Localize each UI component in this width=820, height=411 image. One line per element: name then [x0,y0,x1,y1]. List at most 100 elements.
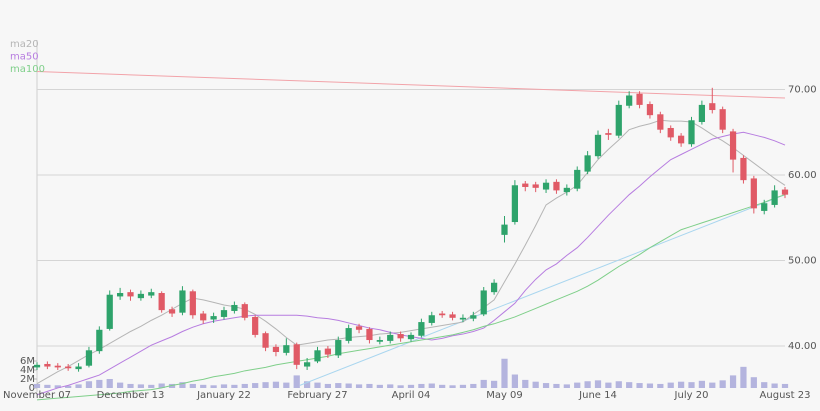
y-tick-label: 60.00 [788,170,817,181]
candle-body [418,322,425,336]
candle-body [200,313,207,321]
candle-body [397,334,404,339]
volume-bar [397,385,404,388]
candle-body [439,313,446,316]
volume-bar [407,384,415,388]
volume-bar [563,384,570,388]
volume-bar [345,383,352,388]
volume-bar [418,383,425,388]
x-tick-label: November 07 [3,390,71,401]
volume-bar [116,382,124,388]
trendline [36,71,786,99]
volume-bar [158,383,165,388]
x-tick-label: July 20 [674,390,709,401]
candle-body [709,103,716,111]
volume-bar [490,380,498,388]
volume-bar [626,382,633,388]
x-tick-label: January 22 [196,390,251,401]
volume-bar [428,383,435,388]
volume-bar [387,384,394,388]
volume-bar [781,383,789,388]
candle-body [740,157,747,181]
candle-body [449,314,456,318]
legend-entry: ma100 [10,64,45,75]
volume-bar [511,374,519,388]
volume-bar [96,379,103,388]
candle-body [85,350,93,366]
candle-body [480,290,487,315]
candle-body [252,316,259,335]
volume-bar [698,380,706,388]
candle-body [262,333,269,348]
candle-body [231,304,238,311]
volume-bar [522,379,529,388]
volume-tick-label: 2M [20,374,35,385]
legend-entry: ma20 [10,39,39,50]
volume-bar [771,383,778,388]
volume-bar [542,383,550,388]
candle-body [761,203,768,211]
x-tick-label: April 04 [392,390,431,401]
candle-body [220,310,228,317]
candle-body [646,104,654,116]
candle-body [137,293,145,299]
volume-tick-label: 0 [29,383,35,394]
volume-bar [740,366,747,388]
volume-bar [241,383,248,388]
candle-body [407,334,415,340]
volume-bar [189,383,196,388]
candle-body [168,309,176,314]
candle-body [615,104,622,136]
candle-body [75,366,82,370]
candle-body [542,182,550,190]
volume-bar [283,382,290,388]
volume-bar [231,384,238,388]
x-tick-label: February 27 [287,390,347,401]
candle-body [511,185,519,223]
volume-bar [636,383,643,388]
candle-body [335,340,342,356]
volume-bar [168,383,176,388]
volume-bar [33,383,41,388]
candle-body [626,95,633,106]
volume-bar [179,382,186,388]
candle-body [179,290,186,313]
ma-line [36,194,786,401]
candle-body [324,348,332,355]
volume-bar [646,383,654,388]
candle-body [355,326,363,330]
volume-bar [127,383,134,388]
volume-bar [210,385,217,388]
volume-bar [459,384,467,388]
candle-body [189,291,196,316]
candle-body [54,365,61,368]
candle-body [563,187,570,193]
candle-body [303,362,311,367]
candle-body [657,114,664,130]
volume-bar [574,382,581,388]
volume-bar [449,385,456,388]
candle-body [470,315,477,319]
candle-body [719,109,726,130]
x-tick-label: June 14 [578,390,617,401]
volume-bar [366,383,373,388]
candle-body [771,190,778,205]
y-tick-label: 40.00 [788,341,817,352]
volume-bar [688,382,695,388]
volume-bar [605,382,612,388]
volume-bar [553,383,560,388]
volume-bar [44,384,51,388]
candle-body [428,315,435,323]
volume-bar [470,383,477,388]
candle-body [158,293,165,311]
volume-tick-label: 6M [20,356,35,367]
volume-bar [335,383,342,388]
y-tick-label: 70.00 [788,85,817,96]
candle-body [677,135,685,144]
volume-bar [65,385,72,388]
candle-body [345,328,352,341]
volume-bar [657,383,664,388]
volume-bar [667,382,674,388]
